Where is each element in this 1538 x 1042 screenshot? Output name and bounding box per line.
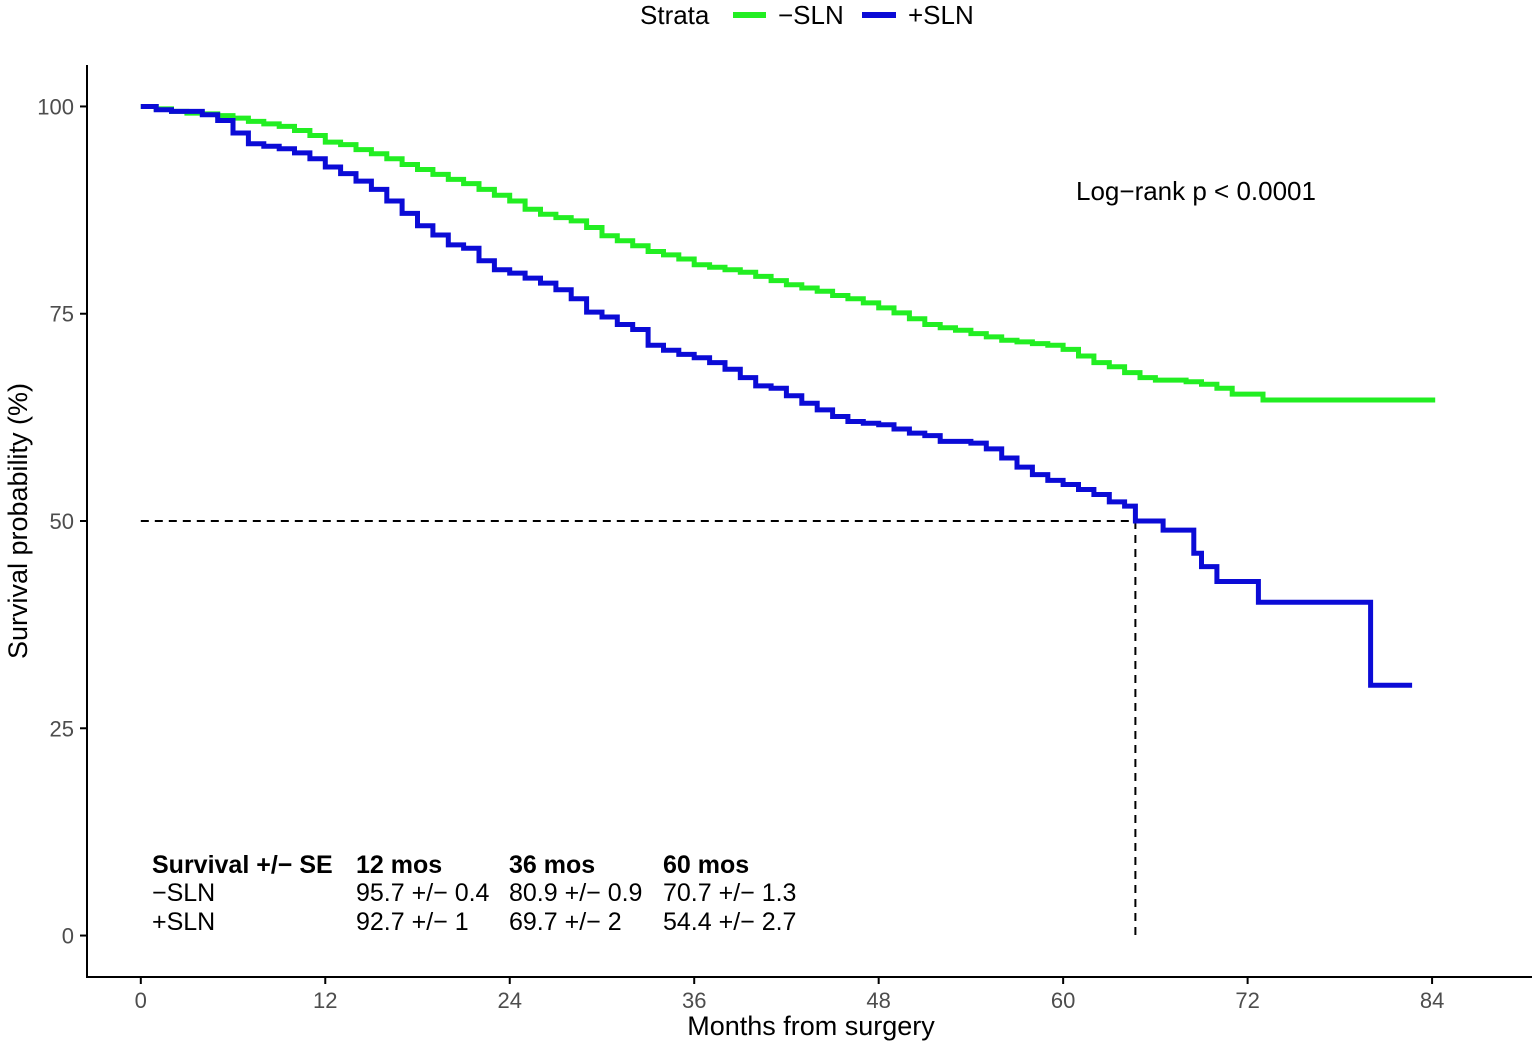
table-header-36mos: 36 mos (509, 851, 595, 879)
legend-label-neg-sln: −SLN (778, 0, 844, 30)
y-tick-label: 50 (50, 509, 74, 534)
table-row-pos-sln-36mos: 69.7 +/− 2 (509, 908, 622, 936)
y-tick-label: 100 (37, 94, 74, 119)
y-axis-ticks: 0 25 50 75 100 (37, 94, 87, 949)
table-row-pos-sln-12mos: 92.7 +/− 1 (356, 908, 469, 936)
table-header-12mos: 12 mos (356, 851, 442, 879)
x-tick-label: 48 (866, 988, 890, 1013)
y-axis-title: Survival probability (%) (3, 383, 33, 659)
table-row-neg-sln-36mos: 80.9 +/− 0.9 (509, 879, 642, 907)
table-row-pos-sln-label: +SLN (152, 908, 215, 936)
x-tick-label: 72 (1235, 988, 1259, 1013)
x-tick-label: 60 (1051, 988, 1075, 1013)
legend-label-pos-sln: +SLN (908, 0, 974, 30)
x-tick-label: 24 (497, 988, 521, 1013)
y-tick-label: 25 (50, 716, 74, 741)
y-tick-label: 0 (62, 924, 74, 949)
logrank-annotation: Log−rank p < 0.0001 (1076, 176, 1316, 206)
series-line-neg-sln (140, 104, 1436, 403)
x-axis-title: Months from surgery (687, 1011, 935, 1041)
legend: Strata −SLN +SLN (640, 0, 974, 30)
table-row-neg-sln-12mos: 95.7 +/− 0.4 (356, 879, 490, 907)
x-tick-label: 36 (682, 988, 706, 1013)
legend-title: Strata (640, 0, 710, 30)
table-row-neg-sln-label: −SLN (152, 879, 215, 907)
table-header-60mos: 60 mos (663, 851, 749, 879)
x-tick-label: 84 (1420, 988, 1444, 1013)
table-header-label: Survival +/− SE (152, 851, 333, 879)
survival-table: Survival +/− SE 12 mos 36 mos 60 mos −SL… (152, 851, 796, 936)
y-tick-label: 75 (50, 302, 74, 327)
table-row-pos-sln-60mos: 54.4 +/− 2.7 (663, 908, 796, 936)
x-tick-label: 12 (313, 988, 337, 1013)
series-line-pos-sln (140, 104, 1413, 688)
x-tick-label: 0 (135, 988, 147, 1013)
x-axis-ticks: 0 12 24 36 48 60 72 84 (135, 977, 1444, 1013)
table-row-neg-sln-60mos: 70.7 +/− 1.3 (663, 879, 796, 907)
